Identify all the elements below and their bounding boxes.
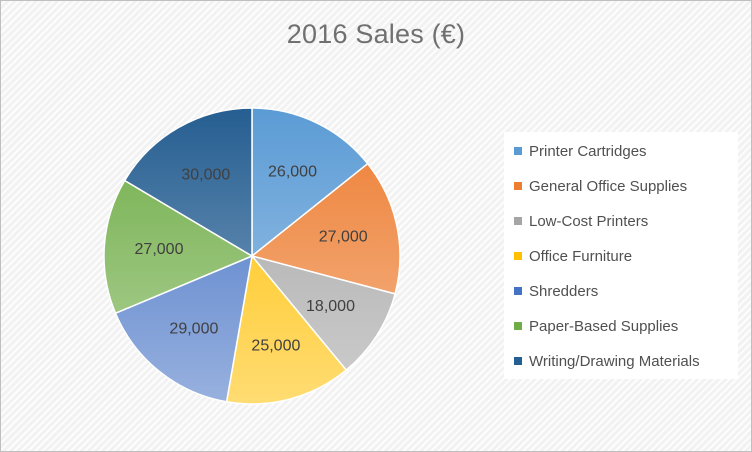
- chart-title: 2016 Sales (€): [286, 19, 466, 49]
- pie-slice-shredders: [114, 254, 253, 403]
- legend-item-shredders: Shredders: [514, 281, 598, 301]
- pie-slice-low-cost-printers: [249, 254, 396, 372]
- legend-label: Low-Cost Printers: [529, 212, 649, 230]
- legend-swatch: [514, 357, 522, 365]
- data-label-paper-based-supplies: 27,000: [135, 241, 184, 258]
- legend-swatch: [514, 252, 522, 260]
- legend-label: Paper-Based Supplies: [529, 317, 679, 335]
- legend: Printer Cartridges General Office Supplie…: [504, 132, 738, 379]
- legend-label: Office Furniture: [529, 247, 633, 265]
- legend-item-writing-drawing-materials: Writing/Drawing Materials: [514, 351, 700, 371]
- pie-slice-writing-drawing-materials: [123, 107, 253, 258]
- legend-label: Printer Cartridges: [529, 142, 647, 160]
- pie-slice-office-furniture: [225, 254, 348, 405]
- data-label-low-cost-printers: 18,000: [306, 298, 355, 315]
- legend-swatch: [514, 147, 522, 155]
- legend-item-general-office-supplies: General Office Supplies: [514, 176, 687, 196]
- data-label-office-furniture: 25,000: [251, 338, 300, 355]
- legend-label: General Office Supplies: [529, 177, 688, 195]
- legend-swatch: [514, 287, 522, 295]
- data-label-printer-cartridges: 26,000: [268, 164, 317, 181]
- legend-item-printer-cartridges: Printer Cartridges: [514, 141, 647, 161]
- legend-label: Writing/Drawing Materials: [529, 352, 700, 370]
- data-label-general-office-supplies: 27,000: [319, 228, 368, 245]
- pie-slice-general-office-supplies: [250, 162, 401, 295]
- pie-slice-paper-based-supplies: [103, 179, 254, 315]
- legend-item-office-furniture: Office Furniture: [514, 246, 632, 266]
- legend-swatch: [514, 322, 522, 330]
- data-label-shredders: 29,000: [169, 320, 218, 337]
- legend-label: Shredders: [529, 282, 599, 300]
- legend-swatch: [514, 217, 522, 225]
- pie-slice-printer-cartridges: [251, 107, 369, 258]
- data-label-writing-drawing-materials: 30,000: [181, 167, 230, 184]
- legend-swatch: [514, 182, 522, 190]
- legend-item-low-cost-printers: Low-Cost Printers: [514, 211, 648, 231]
- legend-item-paper-based-supplies: Paper-Based Supplies: [514, 316, 678, 336]
